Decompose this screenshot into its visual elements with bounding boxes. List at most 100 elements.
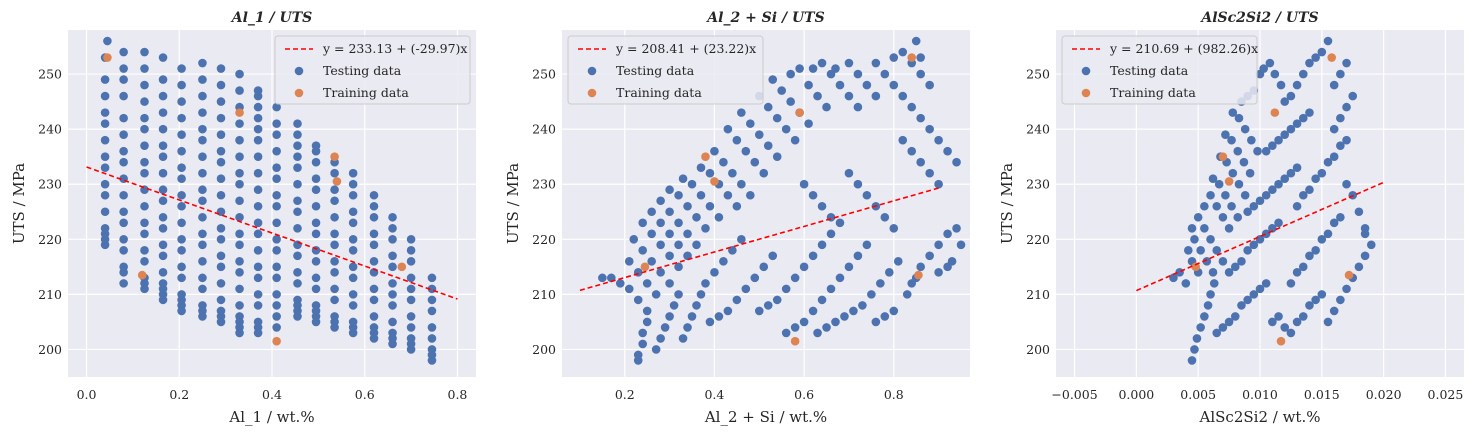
- testing-point: [1298, 69, 1308, 79]
- legend-testing-swatch: [294, 66, 304, 76]
- testing-point: [369, 323, 379, 332]
- testing-point: [388, 301, 397, 310]
- training-point: [330, 152, 339, 161]
- legend-box: [274, 35, 471, 105]
- testing-point: [1224, 317, 1234, 327]
- training-point: [103, 53, 112, 62]
- testing-point: [862, 190, 872, 200]
- testing-point: [272, 218, 281, 228]
- testing-point: [119, 218, 128, 228]
- testing-point: [1230, 312, 1240, 321]
- testing-point: [1311, 174, 1320, 184]
- testing-point: [687, 179, 697, 189]
- y-tick-label: 250: [1026, 67, 1050, 82]
- testing-point: [880, 212, 890, 222]
- testing-point: [1292, 317, 1302, 327]
- testing-point: [427, 323, 437, 332]
- training-point: [1276, 336, 1286, 346]
- testing-point: [750, 273, 760, 283]
- testing-point: [781, 124, 791, 134]
- legend-testing-label: Testing data: [323, 63, 402, 78]
- testing-point: [1360, 251, 1370, 261]
- testing-point: [835, 80, 845, 90]
- testing-point: [158, 223, 168, 233]
- testing-point: [1206, 190, 1215, 200]
- testing-point: [853, 251, 863, 261]
- testing-point: [781, 284, 791, 294]
- testing-point: [253, 218, 263, 228]
- training-point: [701, 152, 710, 161]
- testing-point: [956, 240, 966, 250]
- points-layer: [100, 36, 437, 365]
- testing-point: [902, 290, 912, 299]
- testing-point: [406, 235, 416, 244]
- testing-point: [1253, 146, 1262, 156]
- testing-point: [311, 301, 321, 310]
- testing-point: [925, 168, 934, 178]
- testing-point: [1298, 262, 1308, 272]
- testing-point: [817, 240, 827, 250]
- testing-point: [1261, 190, 1271, 200]
- testing-point: [1228, 108, 1238, 117]
- subplot-al2-si-uts: Al_2 + Si / UTS Al_2 + Si / wt.% UTS / M…: [504, 10, 970, 426]
- testing-point: [1292, 119, 1302, 128]
- testing-point: [772, 152, 782, 161]
- x-tick-label: 0.8: [884, 387, 904, 402]
- testing-point: [158, 268, 168, 277]
- testing-point: [235, 86, 244, 95]
- testing-point: [330, 312, 339, 321]
- testing-point: [177, 130, 186, 139]
- testing-point: [1336, 212, 1345, 222]
- testing-point: [406, 312, 416, 321]
- testing-point: [907, 146, 917, 156]
- testing-point: [719, 157, 728, 167]
- testing-point: [1280, 323, 1290, 332]
- testing-point: [272, 323, 281, 332]
- testing-point: [1247, 135, 1256, 145]
- testing-point: [1336, 69, 1345, 79]
- testing-point: [1342, 284, 1351, 294]
- testing-point: [705, 201, 715, 211]
- testing-point: [598, 273, 607, 283]
- testing-point: [804, 80, 813, 90]
- testing-point: [714, 312, 724, 321]
- training-point: [790, 336, 800, 346]
- testing-point: [692, 301, 701, 310]
- testing-point: [158, 185, 168, 195]
- testing-point: [119, 130, 128, 139]
- testing-point: [665, 185, 674, 195]
- testing-point: [311, 157, 321, 167]
- testing-point: [198, 212, 207, 222]
- testing-point: [1280, 130, 1290, 139]
- testing-point: [723, 124, 733, 134]
- testing-point: [235, 257, 244, 266]
- testing-point: [728, 168, 737, 178]
- testing-point: [943, 229, 952, 239]
- training-point: [914, 270, 923, 280]
- training-point: [332, 177, 342, 186]
- testing-point: [198, 273, 207, 283]
- testing-point: [880, 312, 890, 321]
- testing-point: [1280, 174, 1290, 184]
- testing-point: [1208, 174, 1218, 184]
- y-tick-label: 250: [38, 67, 62, 82]
- testing-point: [216, 157, 226, 167]
- testing-point: [1265, 58, 1275, 68]
- testing-point: [759, 168, 769, 178]
- testing-point: [119, 75, 128, 84]
- testing-point: [1190, 235, 1199, 244]
- testing-point: [216, 146, 226, 156]
- testing-point: [158, 124, 168, 134]
- testing-point: [235, 240, 244, 250]
- testing-point: [1323, 36, 1333, 46]
- testing-point: [177, 80, 186, 90]
- testing-point: [427, 334, 437, 343]
- testing-point: [388, 212, 397, 222]
- testing-point: [1249, 290, 1259, 299]
- testing-point: [642, 306, 652, 316]
- testing-point: [293, 179, 302, 189]
- x-tick-label: 0.025: [1428, 387, 1464, 402]
- testing-point: [216, 64, 226, 73]
- testing-point: [293, 223, 302, 233]
- testing-point: [388, 223, 397, 233]
